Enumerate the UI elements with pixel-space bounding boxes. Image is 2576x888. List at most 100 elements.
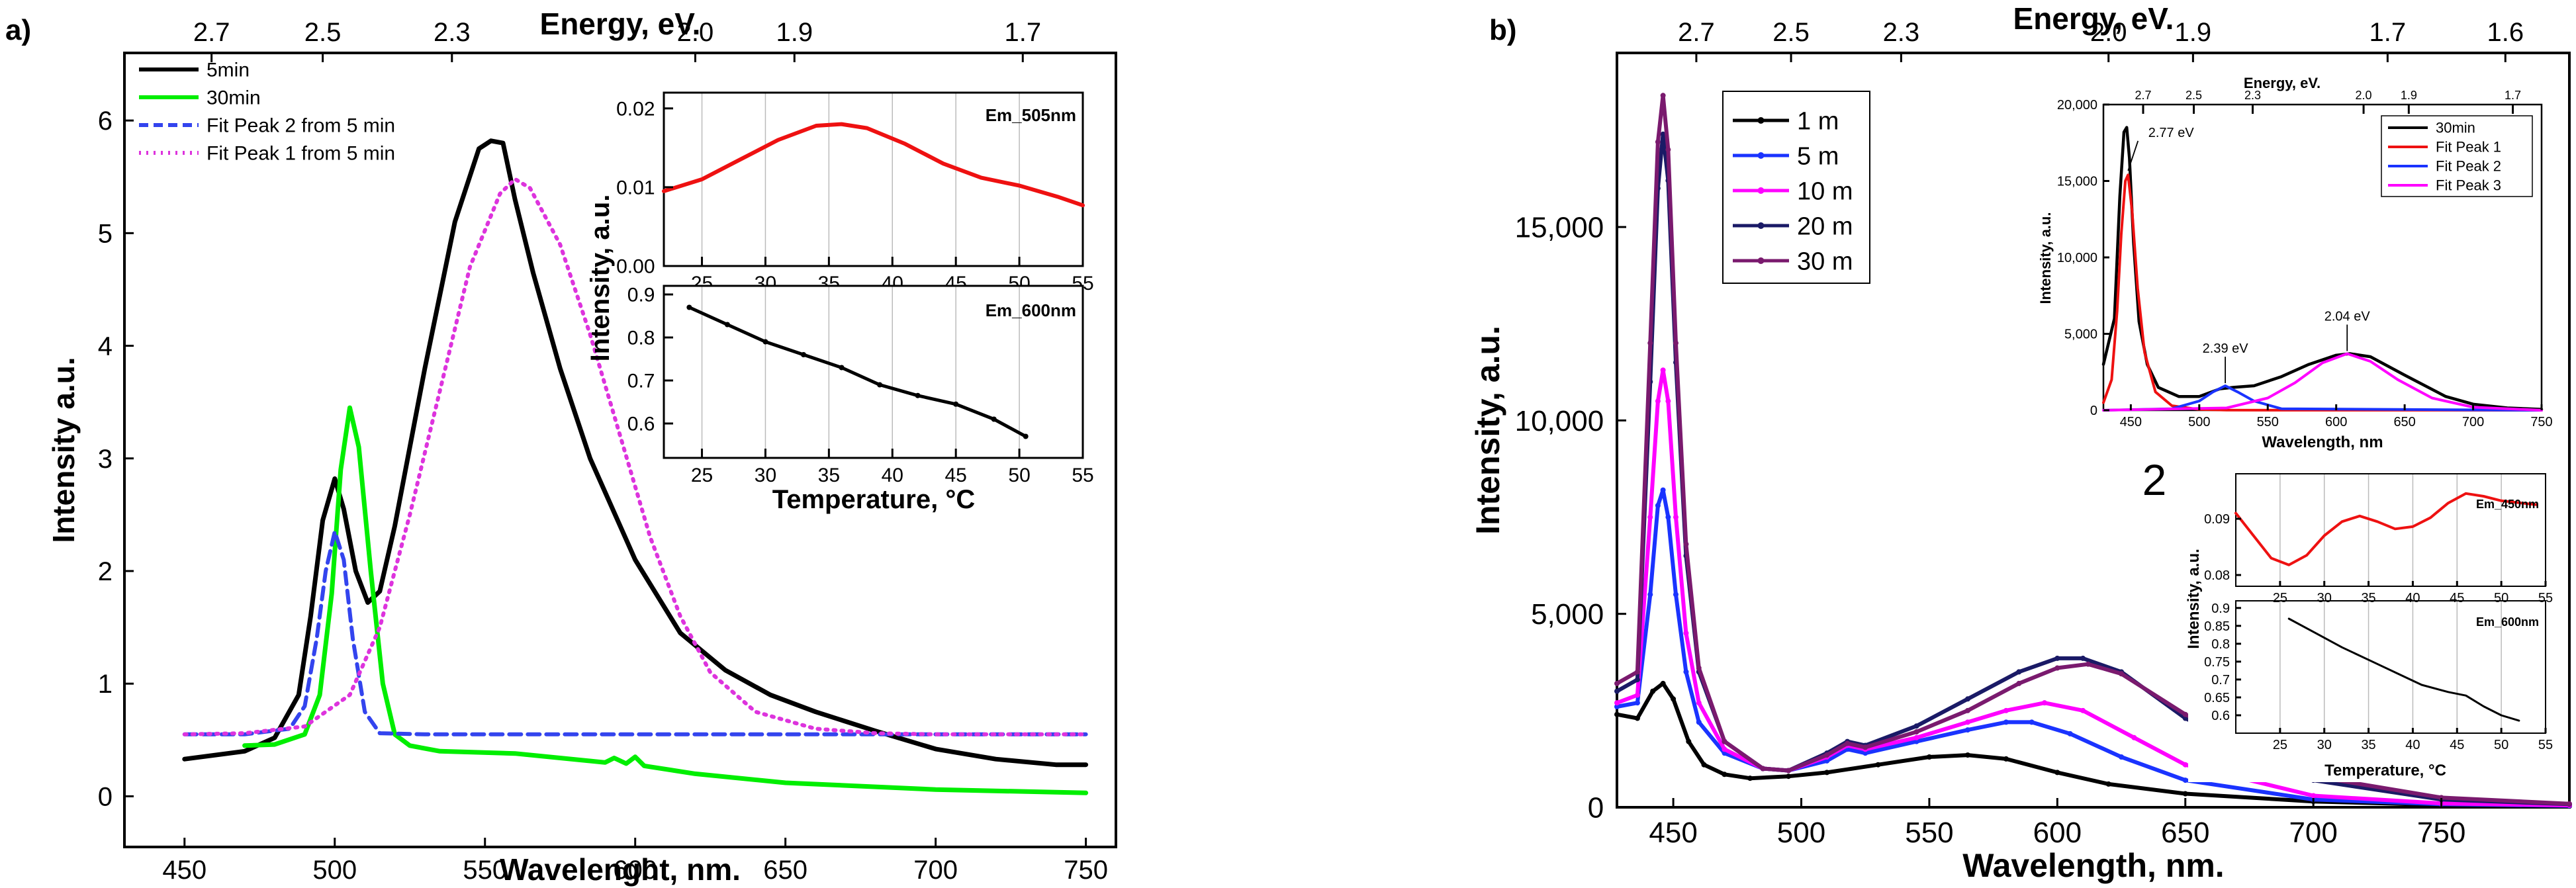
legend-label: 30 m <box>1797 247 1853 275</box>
x-tick-label: 35 <box>2361 591 2375 605</box>
data-point <box>1614 688 1620 694</box>
data-point <box>724 322 730 328</box>
y-tick-label: 0.9 <box>2211 601 2230 616</box>
data-point <box>1760 766 1766 772</box>
data-point <box>1655 139 1661 145</box>
x-tick-label: 50 <box>1008 465 1030 486</box>
x-tick-label: 650 <box>2161 817 2209 849</box>
data-point <box>1634 715 1640 721</box>
series-em-600nm-line <box>687 306 1028 438</box>
data-point <box>1863 744 1868 750</box>
energy-tick-label: 2.3 <box>2244 89 2261 102</box>
data-point <box>2054 665 2060 671</box>
data-point <box>1722 746 1727 752</box>
data-point <box>1786 768 1792 774</box>
inset-title: Em_505nm <box>986 105 1076 125</box>
energy-tick-label: 1.9 <box>2175 18 2212 47</box>
data-point <box>1660 93 1666 99</box>
energy-tick-label: 1.7 <box>2505 89 2521 102</box>
x-tick-label: 650 <box>763 856 807 885</box>
data-point <box>1824 770 1830 776</box>
data-point <box>1634 700 1640 706</box>
data-point <box>1696 700 1702 706</box>
inset-energy-title: Energy, eV. <box>2244 75 2321 91</box>
x-tick-label: 500 <box>312 856 357 885</box>
data-point <box>1650 688 1656 694</box>
peak-label: 2.77 eV <box>2148 126 2195 140</box>
x-tick-label: 35 <box>818 465 840 486</box>
series-fit-peak-1-from-5-min-line <box>182 177 1088 736</box>
x-tick-label: 550 <box>463 856 507 885</box>
data-point <box>1655 503 1661 508</box>
y-tick-label: 6 <box>98 107 113 136</box>
x-tick-label: 55 <box>1072 465 1093 486</box>
y-tick-label: 0.8 <box>2211 637 2230 652</box>
energy-tick-label: 1.9 <box>2401 89 2417 102</box>
energy-tick-label: 2.0 <box>2090 18 2127 47</box>
x-tick-label: 700 <box>2289 817 2337 849</box>
data-point <box>1647 514 1653 520</box>
data-point <box>1964 752 1970 758</box>
y-tick-label: 0.08 <box>2204 568 2230 583</box>
annotation-2: 2 <box>2142 455 2167 504</box>
data-point <box>839 365 845 371</box>
data-point <box>2054 770 2060 776</box>
series-5min-line <box>182 138 1089 768</box>
x-axis-title: Wavelength, nm. <box>1962 847 2224 884</box>
data-point <box>1701 762 1707 768</box>
x-tick-label: 40 <box>2405 591 2420 605</box>
series-em-505nm-line <box>662 122 1085 208</box>
y-tick-label: 0.9 <box>627 285 655 306</box>
y-tick-label: 10,000 <box>2057 251 2097 265</box>
data-point <box>1964 696 1970 702</box>
energy-tick-label: 1.9 <box>776 18 813 47</box>
y-tick-label: 0.6 <box>2211 709 2230 723</box>
x-tick-label: 40 <box>882 465 903 486</box>
data-point <box>1683 630 1689 636</box>
plot-frame <box>1616 52 2571 809</box>
data-point <box>1614 711 1620 717</box>
data-point <box>2003 756 2009 762</box>
x-tick-label: 550 <box>1905 817 1953 849</box>
peak-label: 2.04 eV <box>2324 310 2371 324</box>
x-tick-label: 500 <box>2188 415 2210 429</box>
y-tick-label: 5 <box>98 219 113 248</box>
data-point <box>2182 762 2188 768</box>
y-tick-label: 20,000 <box>2057 98 2097 112</box>
x-tick-label: 750 <box>1064 856 1108 885</box>
x-tick-label: 55 <box>2538 738 2553 752</box>
data-point <box>2003 719 2009 725</box>
legend-box <box>2381 115 2533 197</box>
data-point <box>1660 680 1666 686</box>
y-tick-label: 3 <box>98 445 113 474</box>
legend-label: 30min <box>207 87 261 109</box>
data-point <box>1913 723 1919 729</box>
data-point <box>1673 514 1679 520</box>
data-point <box>2131 734 2137 740</box>
data-point <box>2182 777 2188 783</box>
legend-label: 10 m <box>1797 177 1853 205</box>
legend-label: 5min <box>207 60 250 81</box>
data-point <box>1634 692 1640 698</box>
x-tick-label: 50 <box>2494 738 2508 752</box>
energy-tick-label: 2.5 <box>1772 18 1810 47</box>
energy-tick-label: 2.5 <box>304 18 342 47</box>
data-point <box>1673 340 1679 346</box>
y-tick-label: 0.85 <box>2204 619 2230 634</box>
legend-label: Fit Peak 3 <box>2436 177 2501 194</box>
legend-marker <box>1757 222 1765 229</box>
y-tick-label: 0 <box>1588 791 1604 824</box>
x-tick-label: 30 <box>2317 591 2332 605</box>
data-point <box>1686 738 1692 744</box>
x-tick-label: 700 <box>913 856 958 885</box>
y-tick-label: 0.7 <box>627 371 655 392</box>
x-tick-label: 25 <box>2273 591 2287 605</box>
data-point <box>2067 731 2073 736</box>
x-tick-label: 450 <box>2120 415 2142 429</box>
energy-tick-label: 1.7 <box>1004 18 1041 47</box>
x-tick-label: 25 <box>2273 738 2287 752</box>
x-tick-label: 650 <box>2393 415 2415 429</box>
data-point <box>1845 740 1851 746</box>
data-point <box>1023 433 1029 439</box>
